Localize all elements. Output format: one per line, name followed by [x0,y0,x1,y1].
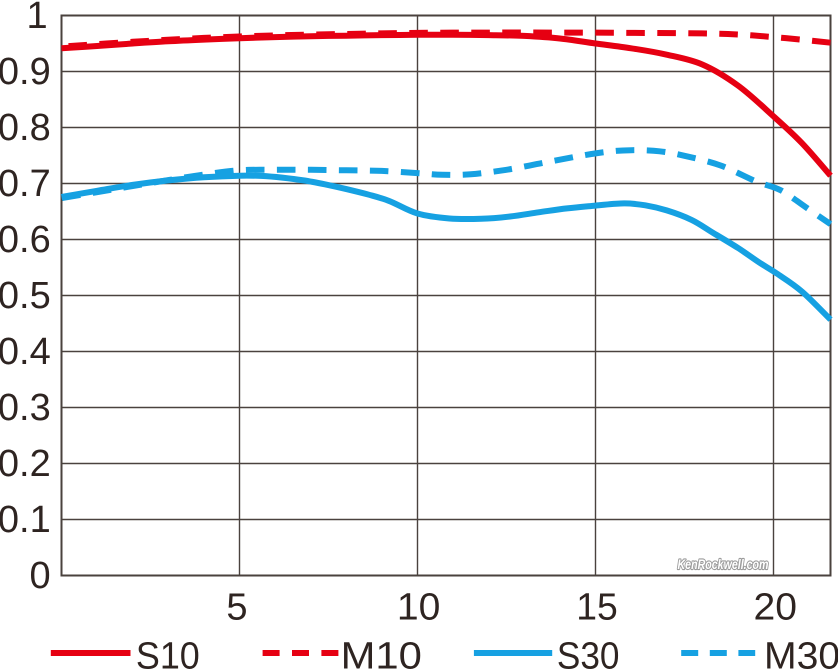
svg-text:0.2: 0.2 [0,443,51,485]
svg-text:5: 5 [226,586,247,628]
svg-text:0.9: 0.9 [0,51,51,93]
svg-text:10: 10 [397,586,441,628]
svg-text:0.8: 0.8 [0,107,51,149]
svg-text:M10: M10 [341,636,422,670]
svg-text:0.7: 0.7 [0,163,51,205]
svg-text:20: 20 [754,586,798,628]
svg-text:0.3: 0.3 [0,387,51,429]
svg-text:1: 1 [26,0,47,37]
svg-text:0: 0 [30,555,51,597]
svg-text:0.4: 0.4 [0,331,51,373]
svg-text:KenRockwell.com: KenRockwell.com [678,557,769,572]
svg-text:15: 15 [576,586,618,628]
svg-text:M30: M30 [764,636,838,670]
svg-text:0.1: 0.1 [0,499,51,541]
svg-text:S10: S10 [136,636,200,670]
svg-text:0.5: 0.5 [0,275,51,317]
svg-text:S30: S30 [557,636,620,670]
svg-text:0.6: 0.6 [0,219,51,261]
